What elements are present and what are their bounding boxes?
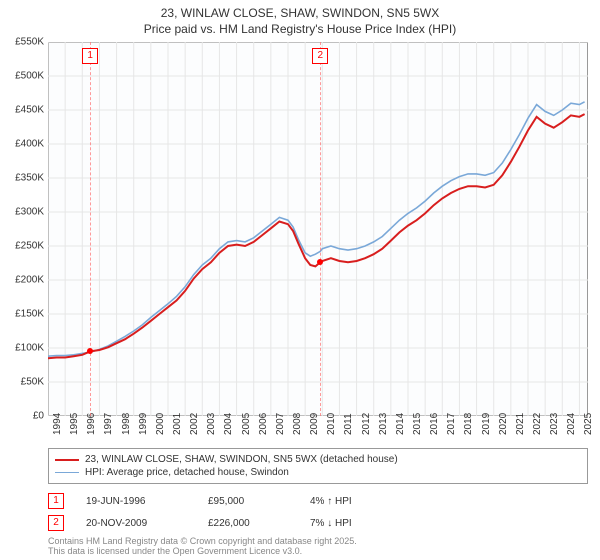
- sale-marker-badge: 2: [48, 515, 64, 531]
- y-tick-label: £450K: [2, 105, 44, 116]
- title-line-1: 23, WINLAW CLOSE, SHAW, SWINDON, SN5 5WX: [0, 6, 600, 22]
- legend-row-hpi: HPI: Average price, detached house, Swin…: [55, 466, 581, 479]
- x-tick-label: 2010: [326, 413, 337, 435]
- y-tick-label: £100K: [2, 343, 44, 354]
- footer-line-1: Contains HM Land Registry data © Crown c…: [48, 536, 357, 546]
- sale-price: £95,000: [208, 496, 288, 507]
- x-tick-label: 2023: [549, 413, 560, 435]
- x-tick-label: 2018: [463, 413, 474, 435]
- sale-date: 19-JUN-1996: [86, 496, 186, 507]
- sale-marker: 1: [82, 48, 98, 64]
- sale-delta: 7% ↓ HPI: [310, 518, 430, 529]
- legend-label-hpi: HPI: Average price, detached house, Swin…: [85, 467, 289, 478]
- x-tick-label: 1998: [121, 413, 132, 435]
- sales-row: 1 19-JUN-1996 £95,000 4% ↑ HPI: [48, 490, 588, 512]
- x-tick-label: 2004: [223, 413, 234, 435]
- y-tick-label: £200K: [2, 275, 44, 286]
- footer-line-2: This data is licensed under the Open Gov…: [48, 546, 357, 556]
- x-tick-label: 2015: [412, 413, 423, 435]
- x-tick-label: 2013: [378, 413, 389, 435]
- legend-row-price: 23, WINLAW CLOSE, SHAW, SWINDON, SN5 5WX…: [55, 453, 581, 466]
- x-tick-label: 2025: [583, 413, 594, 435]
- legend-box: 23, WINLAW CLOSE, SHAW, SWINDON, SN5 5WX…: [48, 448, 588, 484]
- chart-container: 23, WINLAW CLOSE, SHAW, SWINDON, SN5 5WX…: [0, 0, 600, 560]
- x-tick-label: 1994: [52, 413, 63, 435]
- y-tick-label: £300K: [2, 207, 44, 218]
- y-tick-label: £550K: [2, 37, 44, 48]
- x-tick-label: 1999: [138, 413, 149, 435]
- x-tick-label: 2009: [309, 413, 320, 435]
- x-tick-label: 1997: [103, 413, 114, 435]
- legend-swatch-hpi: [55, 472, 79, 473]
- chart-title: 23, WINLAW CLOSE, SHAW, SWINDON, SN5 5WX…: [0, 0, 600, 37]
- x-tick-label: 2021: [515, 413, 526, 435]
- x-tick-label: 2017: [446, 413, 457, 435]
- y-tick-label: £400K: [2, 139, 44, 150]
- x-tick-label: 2008: [292, 413, 303, 435]
- y-tick-label: £50K: [2, 377, 44, 388]
- sale-dot: [87, 348, 93, 354]
- sale-marker-badge: 1: [48, 493, 64, 509]
- x-tick-label: 2007: [275, 413, 286, 435]
- sale-price: £226,000: [208, 518, 288, 529]
- title-line-2: Price paid vs. HM Land Registry's House …: [0, 22, 600, 38]
- x-tick-label: 1996: [86, 413, 97, 435]
- sale-marker: 2: [312, 48, 328, 64]
- x-tick-label: 2022: [532, 413, 543, 435]
- y-tick-label: £250K: [2, 241, 44, 252]
- sales-row: 2 20-NOV-2009 £226,000 7% ↓ HPI: [48, 512, 588, 534]
- sale-date: 20-NOV-2009: [86, 518, 186, 529]
- x-tick-label: 2003: [206, 413, 217, 435]
- x-tick-label: 2005: [241, 413, 252, 435]
- x-tick-label: 2011: [343, 413, 354, 435]
- legend-swatch-price: [55, 459, 79, 461]
- y-tick-label: £0: [2, 411, 44, 422]
- x-tick-label: 2012: [361, 413, 372, 435]
- chart-area: £0£50K£100K£150K£200K£250K£300K£350K£400…: [48, 42, 588, 416]
- legend: 23, WINLAW CLOSE, SHAW, SWINDON, SN5 5WX…: [48, 448, 588, 534]
- sales-table: 1 19-JUN-1996 £95,000 4% ↑ HPI 2 20-NOV-2009 £…: [48, 490, 588, 534]
- x-tick-label: 2014: [395, 413, 406, 435]
- sale-dot: [317, 259, 323, 265]
- footer: Contains HM Land Registry data © Crown c…: [48, 536, 357, 556]
- x-tick-label: 2020: [498, 413, 509, 435]
- sale-delta: 4% ↑ HPI: [310, 496, 430, 507]
- sale-vline: [320, 42, 321, 416]
- x-tick-label: 2006: [258, 413, 269, 435]
- x-tick-label: 1995: [69, 413, 80, 435]
- x-tick-label: 2019: [481, 413, 492, 435]
- x-tick-label: 2001: [172, 413, 183, 435]
- x-tick-label: 2016: [429, 413, 440, 435]
- y-tick-label: £500K: [2, 71, 44, 82]
- y-tick-label: £150K: [2, 309, 44, 320]
- x-tick-label: 2002: [189, 413, 200, 435]
- x-tick-label: 2024: [566, 413, 577, 435]
- chart-svg: [48, 42, 588, 416]
- y-tick-label: £350K: [2, 173, 44, 184]
- sale-vline: [90, 42, 91, 416]
- legend-label-price: 23, WINLAW CLOSE, SHAW, SWINDON, SN5 5WX…: [85, 454, 398, 465]
- x-tick-label: 2000: [155, 413, 166, 435]
